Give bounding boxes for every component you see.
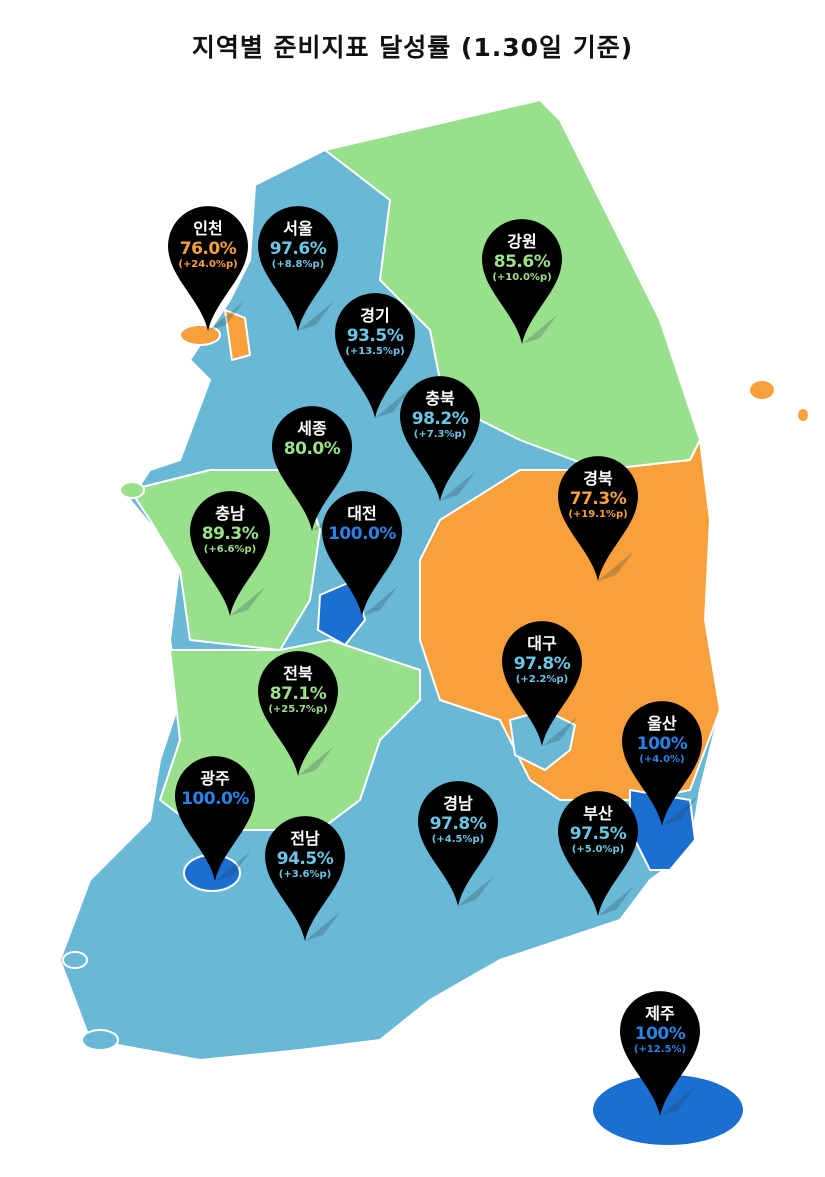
region-change: (+24.0%p) (178, 259, 238, 270)
pin-1: 서울 97.6% (+8.8%p) (256, 203, 340, 335)
region-change: (+12.5%) (633, 1044, 687, 1055)
region-change: (+25.7%p) (268, 704, 328, 715)
region-name: 울산 (647, 714, 677, 733)
map-pin-icon (558, 791, 638, 916)
region-name: 충남 (215, 504, 245, 523)
region-value: 98.2% (411, 409, 469, 429)
map-pin-icon (190, 491, 270, 616)
region-change: (+8.8%p) (271, 259, 325, 270)
pin-2: 경기 93.5% (+13.5%p) (333, 290, 417, 422)
pin-14: 경남 97.8% (+4.5%p) (416, 778, 500, 910)
region-value: 76.0% (179, 239, 237, 259)
dokdo-island (798, 409, 808, 421)
pin-0: 인천 76.0% (+24.0%p) (166, 203, 250, 335)
map-pin-icon (168, 206, 248, 331)
region-value: 94.5% (276, 849, 334, 869)
region-change: (+3.6%p) (278, 869, 332, 880)
region-name: 서울 (283, 219, 313, 238)
region-change: (+4.5%p) (431, 834, 485, 845)
map-title: 지역별 준비지표 달성률 (1.30일 기준) (191, 33, 634, 62)
pin-10: 울산 100% (+4.0%) (620, 698, 704, 830)
region-value: 93.5% (346, 326, 404, 346)
region-change: (+10.0%p) (492, 272, 552, 283)
map-pin-icon (265, 816, 345, 941)
region-name: 경기 (360, 306, 390, 325)
region-value: 100.0% (328, 524, 396, 544)
region-name: 강원 (507, 232, 537, 251)
region-change: (+13.5%p) (345, 346, 405, 357)
region-name: 경남 (443, 794, 473, 813)
region-value: 87.1% (269, 684, 327, 704)
region-name: 경북 (583, 469, 613, 488)
region-value: 97.8% (429, 814, 487, 834)
region-name: 대전 (347, 504, 377, 523)
region-value: 77.3% (569, 489, 627, 509)
region-name: 전북 (283, 664, 313, 683)
pin-3: 강원 85.6% (+10.0%p) (480, 216, 564, 348)
region-value: 97.5% (569, 824, 627, 844)
map-pin-icon (418, 781, 498, 906)
region-value: 100% (636, 734, 688, 754)
map-pin-icon (482, 219, 562, 344)
region-name: 충북 (425, 389, 455, 408)
region-name: 부산 (583, 804, 613, 823)
region-change: (+7.3%p) (413, 429, 467, 440)
region-value: 97.6% (269, 239, 327, 259)
pin-6: 충남 89.3% (+6.6%p) (188, 488, 272, 620)
region-change: (+19.1%p) (568, 509, 628, 520)
region-name: 세종 (297, 419, 327, 438)
pin-11: 전북 87.1% (+25.7%p) (256, 648, 340, 780)
pin-8: 경북 77.3% (+19.1%p) (556, 453, 640, 585)
region-name: 제주 (645, 1004, 675, 1023)
region-name: 대구 (527, 634, 557, 653)
region-name: 전남 (290, 829, 320, 848)
pin-12: 광주 100.0% (173, 753, 257, 885)
region-change: (+5.0%p) (571, 844, 625, 855)
pin-9: 대구 97.8% (+2.2%p) (500, 618, 584, 750)
south-island (81, 1029, 119, 1051)
west-island (119, 481, 145, 499)
region-value: 97.8% (513, 654, 571, 674)
map-pin-icon (620, 991, 700, 1116)
region-value: 80.0% (283, 439, 341, 459)
region-incheon (224, 309, 251, 361)
incheon-island (179, 324, 221, 346)
pin-7: 대전 100.0% (320, 488, 404, 620)
region-name: 인천 (193, 219, 223, 238)
map-pin-icon (175, 756, 255, 881)
map-pin-icon (558, 456, 638, 581)
map-pin-icon (322, 491, 402, 616)
region-value: 100.0% (181, 789, 249, 809)
region-value: 85.6% (493, 252, 551, 272)
region-change: (+4.0%) (639, 754, 685, 765)
pin-16: 제주 100% (+12.5%) (618, 988, 702, 1120)
map-pin-icon (258, 651, 338, 776)
south-island (62, 951, 88, 969)
region-value: 100% (634, 1024, 686, 1044)
ulleung-island (750, 381, 774, 399)
region-change: (+2.2%p) (515, 674, 569, 685)
pin-13: 전남 94.5% (+3.6%p) (263, 813, 347, 945)
pin-4: 충북 98.2% (+7.3%p) (398, 373, 482, 505)
map-pin-icon (258, 206, 338, 331)
map-pin-icon (502, 621, 582, 746)
map-pin-icon (400, 376, 480, 501)
map-pin-icon (622, 701, 702, 826)
region-value: 89.3% (201, 524, 259, 544)
region-name: 광주 (200, 769, 230, 788)
pin-15: 부산 97.5% (+5.0%p) (556, 788, 640, 920)
map-pin-icon (335, 293, 415, 418)
region-change: (+6.6%p) (203, 544, 257, 555)
